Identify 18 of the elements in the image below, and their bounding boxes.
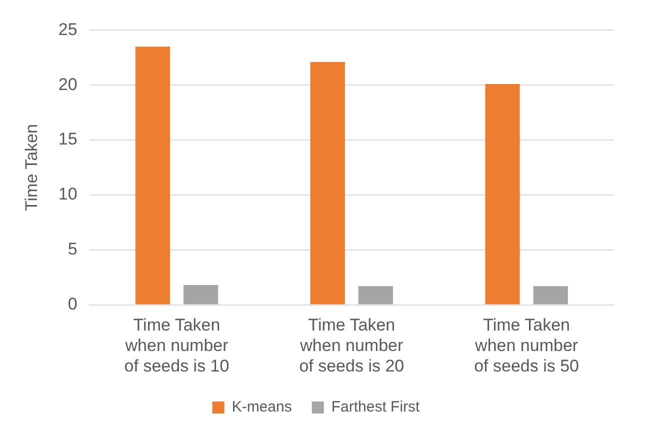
legend-label: Farthest First <box>331 398 421 416</box>
y-tick-label: 25 <box>58 20 78 39</box>
y-tick-label: 15 <box>58 130 78 149</box>
bar <box>310 62 345 304</box>
bar <box>183 285 218 304</box>
bar <box>485 84 520 304</box>
bar <box>533 286 568 304</box>
bar <box>135 46 170 304</box>
bar <box>358 286 394 304</box>
y-tick-label: 0 <box>68 294 78 314</box>
y-tick-label: 10 <box>58 184 78 204</box>
y-tick-label: 20 <box>58 74 78 94</box>
y-axis-title: Time Taken <box>22 124 41 211</box>
y-tick-label: 5 <box>68 240 78 259</box>
x-tick-label: Time Taken when number of seeds is 20 <box>299 316 404 376</box>
legend-label: K-means <box>232 398 292 416</box>
x-tick-label: Time Taken when number of seeds is 50 <box>474 316 580 376</box>
x-tick-label: Time Taken when number of seeds is 10 <box>124 316 230 376</box>
